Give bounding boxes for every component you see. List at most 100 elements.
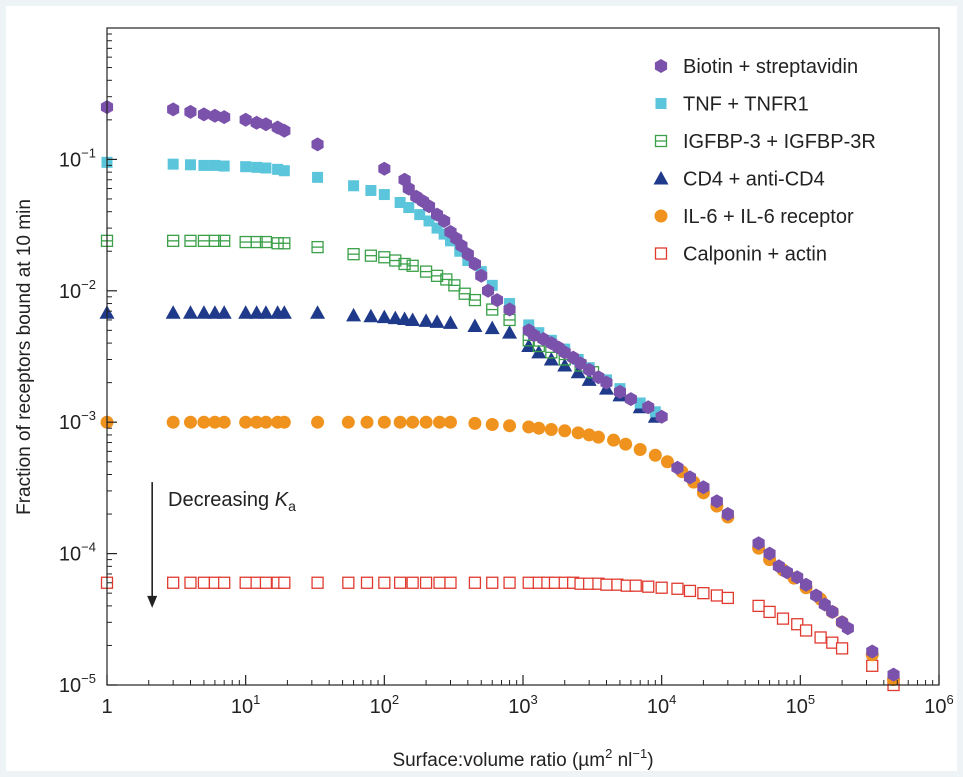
data-point: [443, 415, 457, 429]
x-tick-label: 105: [786, 692, 815, 718]
data-point: [182, 305, 198, 319]
data-point: [364, 249, 378, 262]
data-point: [543, 352, 559, 366]
data-point: [218, 234, 231, 247]
data-point: [468, 576, 482, 589]
data-point: [607, 433, 621, 447]
legend-label: CD4 + anti-CD4: [683, 169, 825, 191]
x-tick-label: 102: [370, 692, 399, 718]
data-point: [482, 283, 495, 298]
series-calponin-actin: [100, 576, 900, 692]
data-point: [239, 112, 252, 127]
series-biotin-streptavidin: [100, 100, 900, 682]
data-point: [378, 161, 391, 176]
data-point: [378, 251, 391, 264]
data-point: [360, 576, 374, 589]
data-point: [752, 599, 765, 613]
data-point: [683, 584, 697, 598]
data-point: [648, 448, 662, 462]
data-point: [780, 565, 793, 580]
data-point: [642, 400, 655, 415]
data-point: [240, 161, 252, 173]
y-tick-label: 10−2: [59, 277, 96, 303]
x-tick-label: 104: [647, 692, 676, 718]
data-point: [887, 667, 900, 682]
data-point: [791, 618, 804, 631]
legend-marker: [654, 134, 668, 148]
x-tick-label: 101: [231, 692, 260, 718]
data-point: [403, 202, 415, 214]
data-point: [503, 576, 516, 589]
legend-marker: [655, 98, 667, 109]
y-tick-label: 10−1: [59, 145, 96, 171]
data-point: [697, 587, 710, 600]
data-point: [429, 314, 445, 328]
data-point: [167, 576, 180, 589]
data-point: [418, 313, 434, 327]
data-point: [502, 325, 518, 339]
data-point: [278, 165, 290, 177]
data-point: [196, 305, 212, 319]
data-point: [835, 642, 849, 655]
data-point: [208, 108, 221, 123]
data-point: [165, 305, 181, 319]
data-point: [491, 293, 504, 308]
data-point: [866, 659, 879, 672]
x-tick-label: 106: [924, 692, 953, 718]
data-point: [311, 415, 325, 429]
data-point: [363, 308, 379, 323]
data-point: [276, 305, 292, 319]
data-point: [710, 494, 723, 509]
data-point: [433, 415, 447, 429]
legend-marker: [654, 247, 668, 260]
data-point: [503, 419, 517, 433]
data-point: [394, 196, 406, 208]
x-tick-label: 1: [101, 696, 112, 718]
data-point: [378, 189, 390, 201]
data-point: [259, 235, 273, 249]
data-point: [527, 328, 540, 343]
data-point: [342, 576, 355, 589]
data-point: [348, 180, 360, 192]
data-point: [198, 159, 210, 171]
legend-label: Calponin + actin: [683, 244, 827, 266]
data-point: [278, 123, 291, 138]
data-point: [458, 287, 471, 300]
data-point: [406, 415, 420, 429]
data-point: [776, 612, 790, 625]
data-point: [763, 605, 776, 619]
data-point: [649, 406, 661, 418]
data-point: [655, 409, 668, 424]
data-point: [810, 588, 823, 603]
data-point: [398, 257, 411, 271]
data-point: [239, 576, 252, 589]
data-point: [250, 115, 263, 130]
data-point: [619, 437, 633, 451]
ticks-layer: 1 101 102 103 104 105 106 10−1 10−2 10−3 10−4 10−5: [59, 33, 954, 718]
data-point: [583, 362, 596, 377]
data-point: [184, 104, 197, 119]
data-point: [600, 375, 613, 390]
data-point: [485, 418, 499, 432]
data-point: [419, 265, 433, 278]
data-point: [484, 320, 500, 335]
data-point: [558, 424, 572, 438]
data-point: [629, 579, 642, 592]
data-point: [433, 576, 446, 589]
data-point: [468, 416, 482, 430]
data-point: [423, 199, 436, 214]
data-point: [406, 259, 419, 272]
data-point: [444, 576, 457, 589]
data-point: [258, 305, 274, 319]
data-point: [347, 248, 360, 261]
data-point: [522, 420, 536, 434]
data-point: [312, 171, 324, 183]
data-point: [642, 580, 655, 593]
data-point: [311, 240, 324, 254]
data-point: [278, 576, 291, 589]
data-point: [763, 546, 776, 561]
data-point: [613, 384, 626, 399]
data-point: [197, 107, 210, 122]
data-point: [387, 310, 403, 325]
